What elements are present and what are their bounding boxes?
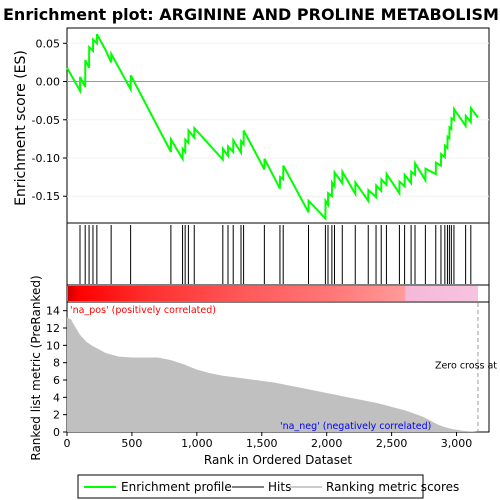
ranked-list-heatmap bbox=[68, 286, 478, 301]
ranking-x-tick-label: 1,000 bbox=[181, 437, 213, 450]
hits-panel bbox=[66, 222, 490, 286]
ranking-y-ticks: 0 2 4 6 8 10 12 14 bbox=[46, 305, 67, 439]
ranking-y-tick-label: 14 bbox=[46, 305, 60, 318]
es-panel: 0.05 0.00 -0.05 -0.10 -0.15 Enrichment score… bbox=[13, 27, 490, 224]
ranking-x-tick-label: 2,000 bbox=[311, 437, 343, 450]
pos-correlated-label: 'na_pos' (positively correlated) bbox=[70, 305, 216, 316]
ranking-y-tick-label: 12 bbox=[46, 322, 60, 335]
es-gridlines bbox=[67, 42, 489, 197]
ranking-metric-area bbox=[67, 317, 478, 432]
neg-correlated-label: 'na_neg' (negatively correlated) bbox=[280, 421, 431, 432]
ranking-x-tick-label: 2,500 bbox=[376, 437, 408, 450]
hit-lines bbox=[79, 225, 472, 284]
ranking-y-tick-label: 8 bbox=[53, 357, 60, 370]
es-y-tick-label: 0.05 bbox=[36, 37, 61, 50]
es-y-axis-label: Enrichment score (ES) bbox=[13, 50, 29, 206]
legend: Enrichment profile Hits Ranking metric s… bbox=[77, 474, 459, 499]
es-y-tick-label: 0.00 bbox=[36, 76, 61, 89]
ranking-y-tick-label: 0 bbox=[53, 426, 60, 439]
hits-panel-frame bbox=[66, 222, 490, 286]
ranking-panel: Zero cross at 3 'na_pos' (positively cor… bbox=[29, 275, 500, 467]
ranking-y-axis-label: Ranked list metric (PreRanked) bbox=[29, 275, 43, 460]
enrichment-profile-line bbox=[66, 33, 479, 221]
es-y-ticks: 0.05 0.00 -0.05 -0.10 -0.15 bbox=[32, 37, 67, 203]
ranking-y-tick-label: 2 bbox=[53, 409, 60, 422]
legend-label-profile: Enrichment profile bbox=[121, 480, 232, 494]
ranking-y-tick-label: 4 bbox=[53, 391, 60, 404]
es-y-tick-label: -0.10 bbox=[32, 152, 60, 165]
heatmap-panel bbox=[66, 284, 490, 303]
chart-title: Enrichment plot: ARGININE AND PROLINE ME… bbox=[3, 5, 499, 24]
legend-label-hits: Hits bbox=[268, 480, 291, 494]
zero-cross-label: Zero cross at 3 bbox=[435, 361, 500, 372]
ranking-y-tick-label: 6 bbox=[53, 374, 60, 387]
es-y-tick-label: -0.15 bbox=[32, 190, 60, 203]
ranking-y-tick-label: 10 bbox=[46, 339, 60, 352]
ranking-x-axis-label: Rank in Ordered Dataset bbox=[204, 453, 352, 467]
legend-label-ranking: Ranking metric scores bbox=[326, 480, 459, 494]
es-y-tick-label: -0.05 bbox=[32, 114, 60, 127]
es-panel-frame bbox=[66, 27, 490, 224]
ranking-x-tick-label: 1,500 bbox=[246, 437, 278, 450]
ranking-x-tick-label: 3,000 bbox=[441, 437, 473, 450]
ranking-x-tick-label: 0 bbox=[64, 437, 71, 450]
ranking-x-tick-label: 500 bbox=[121, 437, 142, 450]
ranking-x-ticks: 0 500 1,000 1,500 2,000 2,500 3,000 bbox=[64, 432, 473, 450]
